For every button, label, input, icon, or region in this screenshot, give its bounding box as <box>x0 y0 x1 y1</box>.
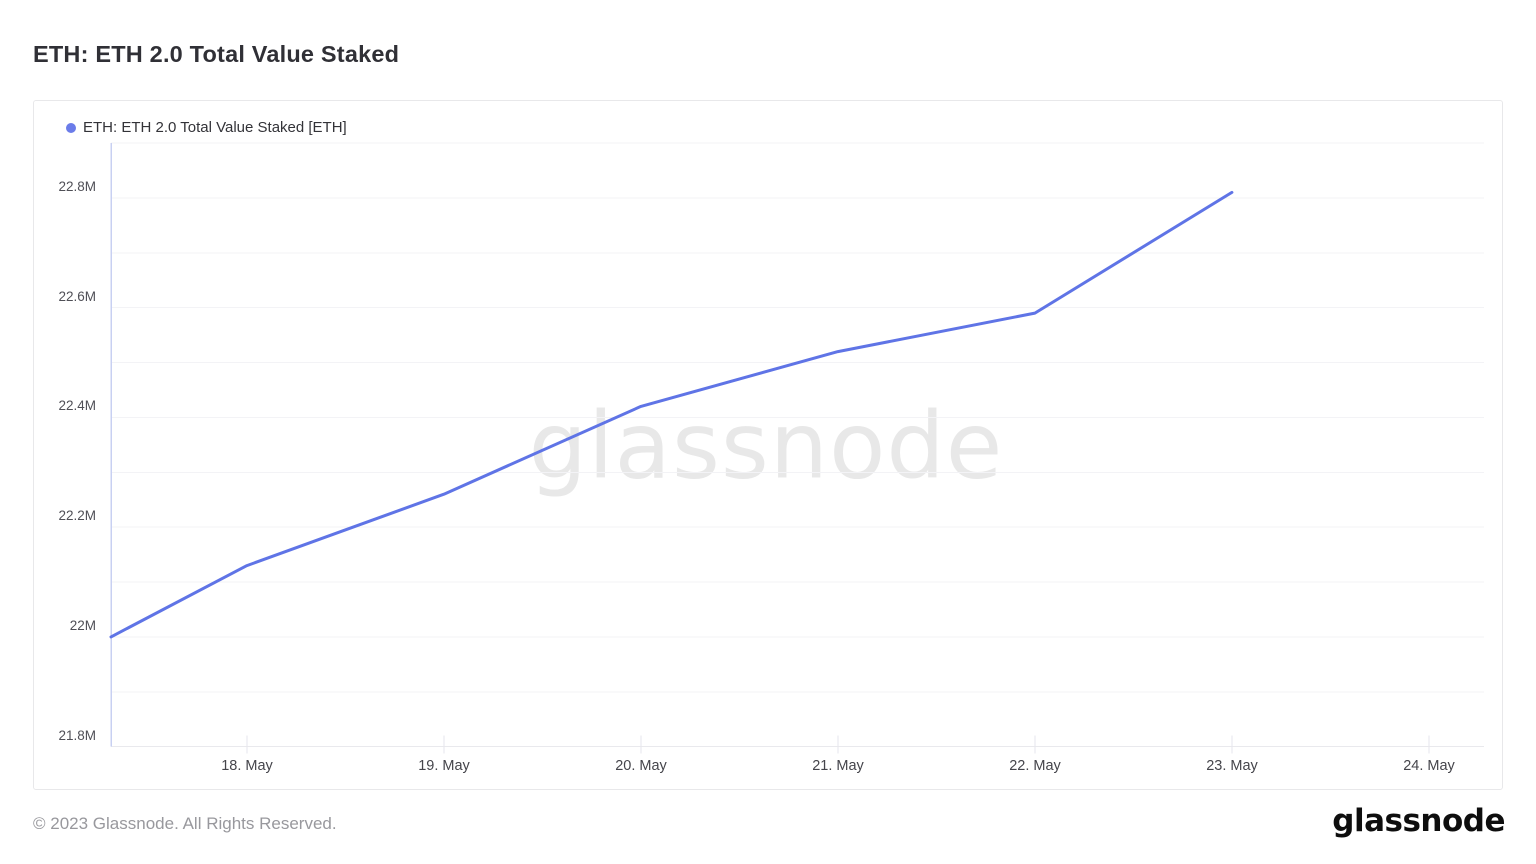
glassnode-logo: glassnode <box>1332 803 1505 839</box>
y-axis-tick-label: 22.2M <box>58 508 96 523</box>
copyright-text: © 2023 Glassnode. All Rights Reserved. <box>33 814 337 833</box>
page-title: ETH: ETH 2.0 Total Value Staked <box>33 41 400 67</box>
plot-area[interactable] <box>111 143 1484 747</box>
y-axis-tick-label: 21.8M <box>58 728 96 743</box>
x-axis-tick-label: 19. May <box>418 758 470 774</box>
x-axis-tick-label: 20. May <box>615 758 667 774</box>
y-axis-tick-label: 22M <box>69 618 96 633</box>
y-axis-tick-label: 22.8M <box>58 179 96 194</box>
x-axis-tick-label: 21. May <box>812 758 864 774</box>
legend-label: ETH: ETH 2.0 Total Value Staked [ETH] <box>83 119 347 136</box>
legend-item[interactable]: ETH: ETH 2.0 Total Value Staked [ETH] <box>66 119 347 136</box>
x-axis-tick-label: 24. May <box>1403 758 1455 774</box>
chart-card: glassnode 21.8M 22M 22.2M 22.4M 22.6M 22.8M 18… <box>33 100 1503 790</box>
x-axis-tick-label: 22. May <box>1009 758 1061 774</box>
x-axis-tick-label: 23. May <box>1206 758 1258 774</box>
y-axis-tick-label: 22.4M <box>58 398 96 413</box>
x-axis-tick-label: 18. May <box>221 758 273 774</box>
y-axis-tick-label: 22.6M <box>58 289 96 304</box>
series-marker-icon <box>66 122 76 133</box>
